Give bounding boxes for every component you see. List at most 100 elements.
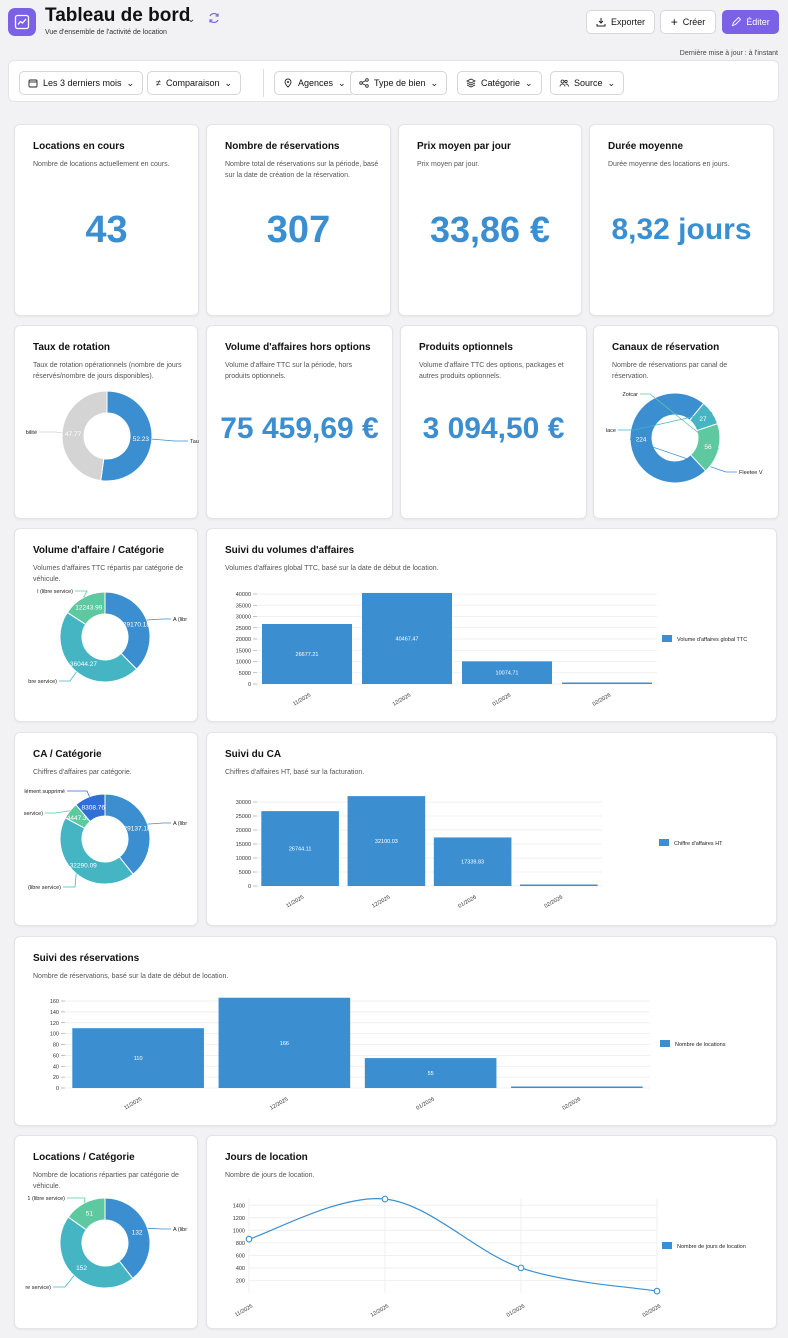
x-tick-label: 02/2026 bbox=[544, 895, 564, 910]
donut-slice[interactable] bbox=[629, 392, 707, 484]
x-tick-label: 01/2026 bbox=[457, 895, 477, 910]
y-tick-label: 40000 bbox=[236, 592, 251, 598]
kpi-title: Prix moyen par jour bbox=[417, 141, 511, 152]
legend-label[interactable]: Chiffre d'affaires HT bbox=[674, 841, 723, 847]
y-tick-label: 20000 bbox=[236, 828, 251, 834]
bar-value-label: 26677.21 bbox=[296, 652, 319, 658]
bar[interactable] bbox=[362, 592, 452, 684]
card-locations-categorie: Locations / Catégorie Nombre de location… bbox=[14, 1135, 198, 1329]
y-tick-label: 0 bbox=[248, 884, 251, 890]
y-tick-label: 400 bbox=[236, 1266, 245, 1272]
card-taux-rotation: Taux de rotation Taux de rotation opérat… bbox=[14, 325, 199, 519]
period-filter[interactable]: Les 3 derniers mois ⌄ bbox=[19, 71, 144, 95]
slice-leader-line bbox=[45, 810, 71, 814]
slice-leader-line bbox=[640, 393, 719, 450]
bar[interactable] bbox=[347, 796, 426, 886]
bar[interactable] bbox=[462, 661, 552, 684]
bar[interactable] bbox=[262, 623, 352, 684]
property-type-filter[interactable]: Type de bien ⌄ bbox=[350, 71, 448, 95]
bar[interactable] bbox=[72, 1028, 204, 1088]
layers-icon bbox=[466, 78, 476, 88]
legend-label[interactable]: Nombre de jours de location bbox=[677, 1244, 746, 1250]
source-filter[interactable]: Source ⌄ bbox=[550, 71, 625, 95]
x-tick-label: 12/2025 bbox=[370, 1304, 390, 1319]
slice-value-label: 56 bbox=[704, 444, 712, 451]
card-description: Chiffres d'affaires HT, basé sur la fact… bbox=[225, 769, 365, 776]
users-icon bbox=[559, 79, 569, 87]
export-button[interactable]: Exporter bbox=[586, 10, 655, 34]
chevron-down-icon: ⌄ bbox=[430, 77, 439, 88]
slice-name-label: lace bbox=[606, 428, 616, 434]
slice-name-label: A (libr bbox=[173, 617, 187, 623]
legend-label[interactable]: Nombre de locations bbox=[675, 1042, 726, 1048]
card-title: Suivi du CA bbox=[225, 749, 282, 760]
donut-slice[interactable] bbox=[104, 591, 151, 670]
bar[interactable] bbox=[520, 884, 598, 887]
bar[interactable] bbox=[562, 682, 652, 685]
line-point[interactable] bbox=[245, 1235, 253, 1243]
donut-slice[interactable] bbox=[66, 591, 106, 626]
donut-slice[interactable] bbox=[689, 422, 721, 472]
slice-name-label: A (libr bbox=[173, 821, 187, 827]
line-point[interactable] bbox=[381, 1195, 389, 1203]
donut-slice[interactable] bbox=[59, 817, 134, 885]
donut-slice[interactable] bbox=[67, 1197, 106, 1231]
filter-divider bbox=[263, 69, 264, 97]
kpi-description: Durée moyenne des locations en jours. bbox=[608, 161, 730, 168]
slice-name-label: 1 (libre service) bbox=[27, 1196, 65, 1202]
donut-slice[interactable] bbox=[104, 1197, 151, 1280]
refresh-icon[interactable] bbox=[207, 11, 221, 25]
slice-name-label: lément supprimé bbox=[24, 789, 65, 795]
x-tick-label: 11/2025 bbox=[234, 1304, 254, 1319]
y-tick-label: 60 bbox=[53, 1053, 59, 1059]
create-button[interactable]: + Créer bbox=[660, 10, 716, 34]
donut-slice[interactable] bbox=[61, 390, 108, 482]
y-tick-label: 10000 bbox=[236, 856, 251, 862]
kpi-description: Prix moyen par jour. bbox=[417, 161, 480, 168]
legend-label[interactable]: Volume d'affaires global TTC bbox=[677, 637, 747, 643]
y-tick-label: 10000 bbox=[236, 660, 251, 666]
slice-value-label: 29137.18 bbox=[124, 825, 151, 832]
legend-swatch bbox=[662, 1242, 672, 1249]
title-chevron-down-icon[interactable]: ⌄ bbox=[187, 14, 196, 25]
y-tick-label: 40 bbox=[53, 1064, 59, 1070]
y-tick-label: 25000 bbox=[236, 814, 251, 820]
slice-value-label: 27 bbox=[699, 416, 707, 423]
agencies-filter[interactable]: Agences ⌄ bbox=[274, 71, 355, 95]
bar-value-label: 55 bbox=[428, 1071, 434, 1077]
donut-slice[interactable] bbox=[100, 390, 153, 482]
bar[interactable] bbox=[433, 837, 512, 886]
bar[interactable] bbox=[364, 1058, 497, 1088]
donut-chart: 29170.18 A (libr 36044.27 bre service) 12243… bbox=[28, 589, 187, 685]
y-tick-label: 600 bbox=[236, 1253, 245, 1259]
line-point[interactable] bbox=[653, 1287, 661, 1295]
bar-value-label: 26744.11 bbox=[289, 847, 312, 853]
slice-name-label: Fleetee V bbox=[739, 470, 763, 476]
donut-slice[interactable] bbox=[59, 611, 138, 683]
card-ca-categorie: CA / Catégorie Chiffres d'affaires par c… bbox=[14, 732, 198, 926]
donut-slice[interactable] bbox=[75, 793, 106, 823]
donut-slice[interactable] bbox=[59, 1216, 134, 1289]
slice-value-label: 4447.31 bbox=[67, 815, 91, 822]
x-tick-label: 01/2026 bbox=[415, 1097, 435, 1112]
donut-slice[interactable] bbox=[104, 793, 151, 875]
bar[interactable] bbox=[218, 997, 351, 1088]
slice-value-label: 132 bbox=[132, 1229, 143, 1236]
comparison-filter[interactable]: ≠ Comparaison ⌄ bbox=[147, 71, 242, 95]
share-nodes-icon bbox=[359, 78, 369, 88]
y-tick-label: 800 bbox=[236, 1241, 245, 1247]
x-tick-label: 12/2025 bbox=[371, 895, 391, 910]
legend-swatch bbox=[659, 839, 669, 846]
bar[interactable] bbox=[511, 1086, 643, 1089]
line-point[interactable] bbox=[517, 1264, 525, 1272]
slice-leader-line bbox=[67, 790, 90, 797]
y-tick-label: 35000 bbox=[236, 603, 251, 609]
kpi-value: 75 459,69 € bbox=[220, 412, 379, 445]
chevron-down-icon: ⌄ bbox=[224, 77, 233, 88]
source-label: Source bbox=[574, 78, 603, 88]
x-tick-label: 01/2026 bbox=[492, 693, 512, 708]
category-filter[interactable]: Catégorie ⌄ bbox=[457, 71, 542, 95]
bar[interactable] bbox=[261, 811, 339, 886]
edit-button[interactable]: Éditer bbox=[722, 10, 779, 34]
card-volume-categorie: Volume d'affaire / Catégorie Volumes d'a… bbox=[14, 528, 198, 722]
